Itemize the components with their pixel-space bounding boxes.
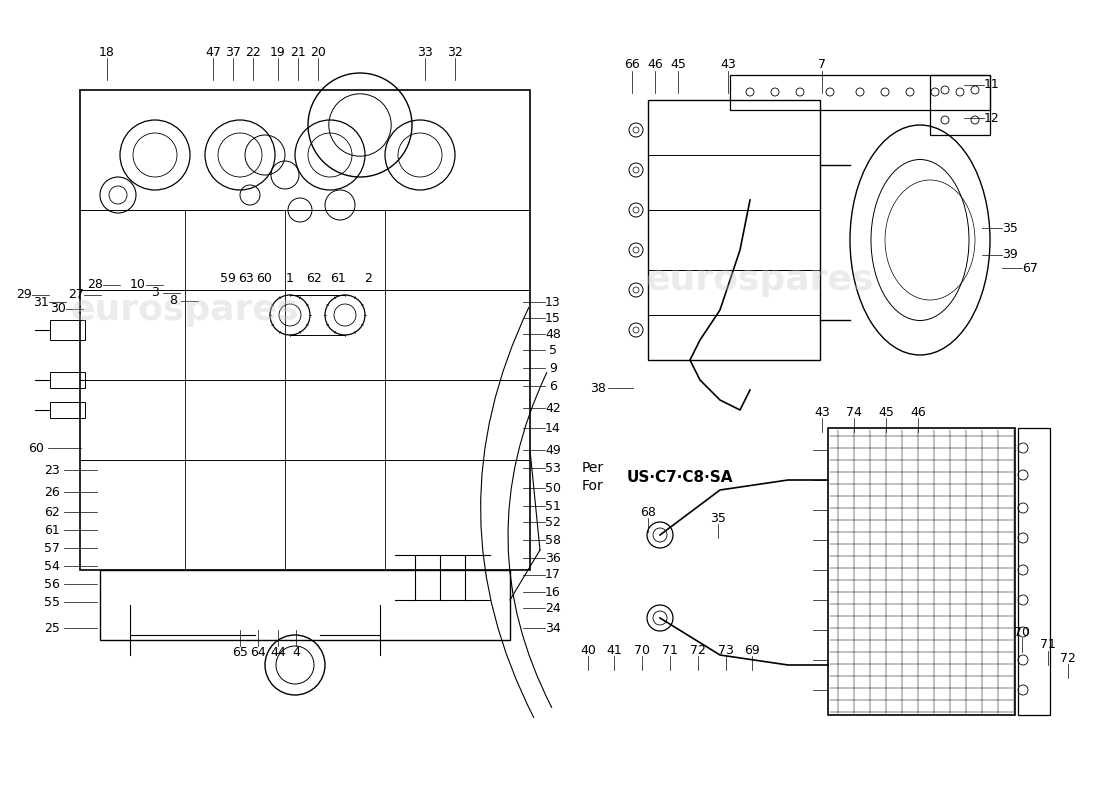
Text: 49: 49 [546,443,561,457]
Text: 53: 53 [546,462,561,474]
Text: 40: 40 [580,643,596,657]
Text: 25: 25 [44,622,59,634]
Text: 63: 63 [238,271,254,285]
Text: 69: 69 [744,643,760,657]
Text: 46: 46 [647,58,663,71]
Text: 21: 21 [290,46,306,58]
Text: Per: Per [582,461,604,475]
Text: For: For [582,479,604,493]
Text: 26: 26 [44,486,59,498]
Text: 7: 7 [818,58,826,71]
Text: 6: 6 [549,379,557,393]
Text: 56: 56 [44,578,59,590]
Text: 8: 8 [169,294,177,307]
Text: 1: 1 [286,271,294,285]
Text: 62: 62 [44,506,59,518]
Text: 38: 38 [590,382,606,394]
Text: 71: 71 [662,643,678,657]
Text: 34: 34 [546,622,561,634]
Text: 52: 52 [546,515,561,529]
Text: 50: 50 [544,482,561,494]
Text: 44: 44 [271,646,286,658]
Text: 43: 43 [720,58,736,71]
Text: 37: 37 [226,46,241,58]
Text: 14: 14 [546,422,561,434]
Text: 71: 71 [1041,638,1056,651]
Text: 22: 22 [245,46,261,58]
Text: 60: 60 [29,442,44,454]
Text: 66: 66 [624,58,640,71]
Text: 10: 10 [130,278,146,291]
Text: 41: 41 [606,643,621,657]
Text: 23: 23 [44,463,59,477]
Text: 15: 15 [546,311,561,325]
Text: 35: 35 [1002,222,1018,234]
Text: 45: 45 [670,58,686,71]
Text: 36: 36 [546,551,561,565]
Text: 19: 19 [271,46,286,58]
Text: 51: 51 [546,499,561,513]
Text: 54: 54 [44,559,59,573]
Text: 48: 48 [546,327,561,341]
Text: 43: 43 [814,406,829,418]
Text: 27: 27 [68,289,84,302]
Text: 74: 74 [846,406,862,418]
Text: 33: 33 [417,46,433,58]
Text: 60: 60 [256,271,272,285]
Text: 13: 13 [546,295,561,309]
Text: 30: 30 [51,302,66,315]
Text: eurospares: eurospares [646,263,874,297]
Text: 39: 39 [1002,249,1018,262]
Text: 62: 62 [306,271,322,285]
Text: 11: 11 [984,78,1000,91]
Text: 17: 17 [546,569,561,582]
Text: 70: 70 [634,643,650,657]
Text: 35: 35 [711,511,726,525]
Text: 5: 5 [549,343,557,357]
Text: 64: 64 [250,646,266,658]
Text: 3: 3 [151,286,158,299]
Text: 24: 24 [546,602,561,614]
Text: 68: 68 [640,506,656,518]
Text: 59: 59 [220,271,235,285]
Text: 46: 46 [910,406,926,418]
Text: 70: 70 [1014,626,1030,638]
Text: 61: 61 [330,271,345,285]
Text: 2: 2 [364,271,372,285]
Text: 67: 67 [1022,262,1038,274]
Text: 29: 29 [16,289,32,302]
Text: 20: 20 [310,46,326,58]
Text: 28: 28 [87,278,103,291]
Text: 32: 32 [447,46,463,58]
Text: 55: 55 [44,595,60,609]
Text: 58: 58 [544,534,561,546]
Text: 12: 12 [984,111,1000,125]
Text: 45: 45 [878,406,894,418]
Text: 61: 61 [44,523,59,537]
Text: 4: 4 [293,646,300,658]
Text: 73: 73 [718,643,734,657]
Text: 16: 16 [546,586,561,598]
Text: eurospares: eurospares [70,293,299,327]
Text: 9: 9 [549,362,557,374]
Text: 31: 31 [33,295,48,309]
Text: US·C7·C8·SA: US·C7·C8·SA [627,470,734,485]
Text: 47: 47 [205,46,221,58]
Text: 72: 72 [1060,651,1076,665]
Text: 57: 57 [44,542,60,554]
Text: 18: 18 [99,46,114,58]
Text: 42: 42 [546,402,561,414]
Text: 72: 72 [690,643,706,657]
Text: 65: 65 [232,646,248,658]
